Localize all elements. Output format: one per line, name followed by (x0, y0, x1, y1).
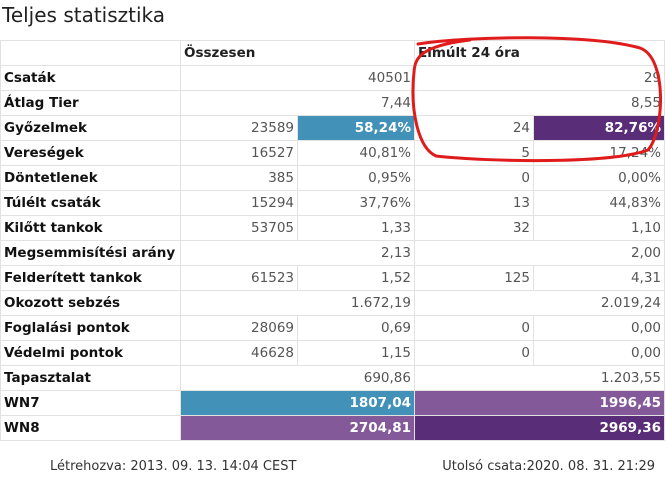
page-title: Teljes statisztika (2, 3, 166, 27)
last24-value-highlight: 1996,45 (414, 390, 665, 416)
total-value-highlight: 58,24% (297, 115, 415, 141)
row-label: Foglalási pontok (0, 315, 181, 341)
total-value: 690,86 (180, 365, 415, 391)
row-damage: Okozott sebzés 1.672,19 2.019,24 (0, 290, 665, 316)
last24-value: 8,55 (414, 90, 665, 116)
last24-count: 5 (414, 140, 534, 166)
row-label: Csaták (0, 65, 181, 91)
row-spotted: Felderített tankok 61523 1,52 125 4,31 (0, 265, 665, 291)
row-label: Vereségek (0, 140, 181, 166)
header-empty (0, 40, 181, 66)
last24-value: 2.019,24 (414, 290, 665, 316)
row-label: WN8 (0, 415, 181, 441)
total-value: 7,44 (180, 90, 415, 116)
row-label: Tapasztalat (0, 365, 181, 391)
total-value: 1,15 (297, 340, 415, 366)
row-survived: Túlélt csaták 15294 37,76% 13 44,83% (0, 190, 665, 216)
last24-count: 0 (414, 315, 534, 341)
last24-count: 24 (414, 115, 534, 141)
row-label: Kilőtt tankok (0, 215, 181, 241)
row-draws: Döntetlenek 385 0,95% 0 0,00% (0, 165, 665, 191)
row-label: Túlélt csaták (0, 190, 181, 216)
row-losses: Vereségek 16527 40,81% 5 17,24% (0, 140, 665, 166)
row-label: WN7 (0, 390, 181, 416)
row-label: Átlag Tier (0, 90, 181, 116)
total-value: 40501 (180, 65, 415, 91)
last24-value-highlight: 2969,36 (414, 415, 665, 441)
stats-table: Összesen Elmúlt 24 óra Csaták 40501 29 Á… (0, 40, 665, 441)
last24-value: 44,83% (533, 190, 665, 216)
last24-value: 29 (414, 65, 665, 91)
last24-value: 2,00 (414, 240, 665, 266)
total-value: 1,33 (297, 215, 415, 241)
total-value: 0,69 (297, 315, 415, 341)
last24-value: 1,10 (533, 215, 665, 241)
row-experience: Tapasztalat 690,86 1.203,55 (0, 365, 665, 391)
last-battle-date: Utolsó csata:2020. 08. 31. 21:29 (442, 459, 655, 474)
total-count: 28069 (180, 315, 298, 341)
row-label: Győzelmek (0, 115, 181, 141)
total-value: 2,13 (180, 240, 415, 266)
last24-value-highlight: 82,76% (533, 115, 665, 141)
row-avg-tier: Átlag Tier 7,44 8,55 (0, 90, 665, 116)
row-kills: Kilőtt tankok 53705 1,33 32 1,10 (0, 215, 665, 241)
total-count: 15294 (180, 190, 298, 216)
last24-value: 17,24% (533, 140, 665, 166)
last24-value: 0,00% (533, 165, 665, 191)
last24-count: 32 (414, 215, 534, 241)
total-value: 0,95% (297, 165, 415, 191)
last24-value: 1.203,55 (414, 365, 665, 391)
row-wn8: WN8 2704,81 2969,36 (0, 415, 665, 441)
row-label: Megsemmisítési arány (0, 240, 181, 266)
total-value: 1,52 (297, 265, 415, 291)
last24-value: 0,00 (533, 315, 665, 341)
header-row: Összesen Elmúlt 24 óra (0, 40, 665, 66)
last24-count: 0 (414, 165, 534, 191)
total-count: 53705 (180, 215, 298, 241)
row-kill-ratio: Megsemmisítési arány 2,13 2,00 (0, 240, 665, 266)
row-label: Okozott sebzés (0, 290, 181, 316)
total-value: 1.672,19 (180, 290, 415, 316)
total-count: 23589 (180, 115, 298, 141)
total-count: 385 (180, 165, 298, 191)
last24-count: 13 (414, 190, 534, 216)
total-count: 61523 (180, 265, 298, 291)
created-date: Létrehozva: 2013. 09. 13. 14:04 CEST (50, 459, 297, 474)
last24-count: 0 (414, 340, 534, 366)
row-label: Felderített tankok (0, 265, 181, 291)
last24-value: 0,00 (533, 340, 665, 366)
total-value: 37,76% (297, 190, 415, 216)
total-value-highlight: 2704,81 (180, 415, 415, 441)
total-count: 46628 (180, 340, 298, 366)
row-defense: Védelmi pontok 46628 1,15 0 0,00 (0, 340, 665, 366)
total-count: 16527 (180, 140, 298, 166)
last24-value: 4,31 (533, 265, 665, 291)
row-label: Védelmi pontok (0, 340, 181, 366)
row-label: Döntetlenek (0, 165, 181, 191)
total-value-highlight: 1807,04 (180, 390, 415, 416)
header-last24: Elmúlt 24 óra (414, 40, 665, 66)
row-capture: Foglalási pontok 28069 0,69 0 0,00 (0, 315, 665, 341)
row-wins: Győzelmek 23589 58,24% 24 82,76% (0, 115, 665, 141)
row-wn7: WN7 1807,04 1996,45 (0, 390, 665, 416)
row-battles: Csaták 40501 29 (0, 65, 665, 91)
header-total: Összesen (180, 40, 415, 66)
last24-count: 125 (414, 265, 534, 291)
total-value: 40,81% (297, 140, 415, 166)
